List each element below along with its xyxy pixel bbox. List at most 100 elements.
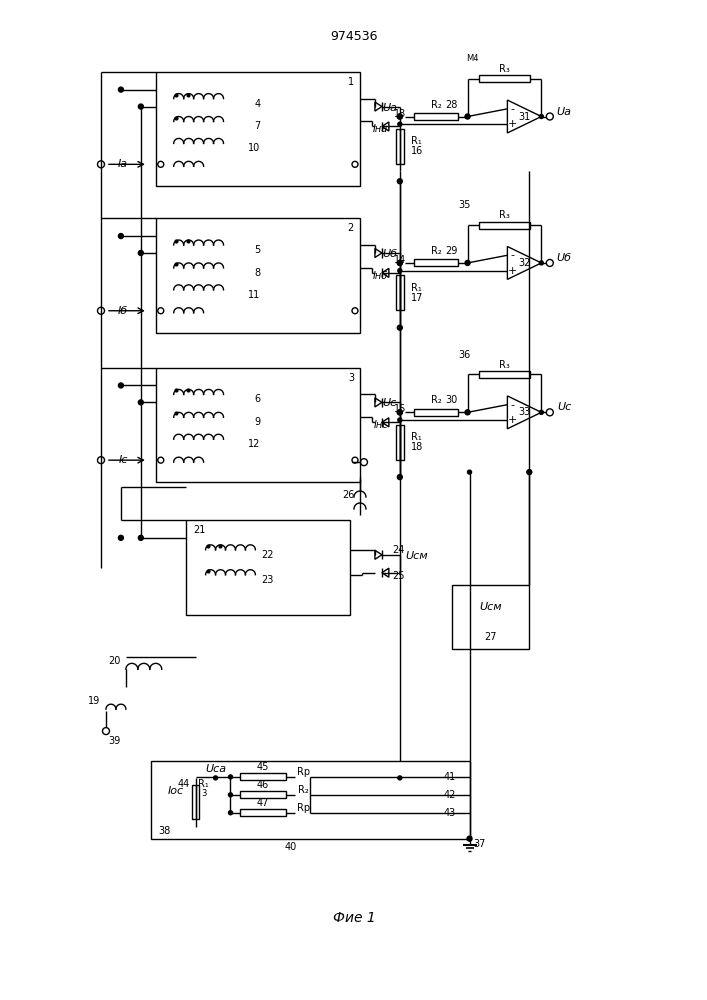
Text: 974536: 974536 xyxy=(330,30,378,43)
Bar xyxy=(414,259,458,266)
Text: Uсм: Uсм xyxy=(405,551,428,561)
Text: R₁: R₁ xyxy=(411,283,421,293)
Text: 30: 30 xyxy=(445,395,457,405)
Circle shape xyxy=(398,776,402,780)
Circle shape xyxy=(539,261,544,265)
Text: 4: 4 xyxy=(255,99,260,109)
Polygon shape xyxy=(508,100,542,133)
Text: Rp: Rp xyxy=(297,803,310,813)
Text: Uа: Uа xyxy=(382,103,397,113)
Text: 43: 43 xyxy=(443,808,456,818)
Polygon shape xyxy=(382,268,389,277)
Circle shape xyxy=(139,250,144,255)
Text: +: + xyxy=(508,266,517,276)
Bar xyxy=(479,371,530,378)
Circle shape xyxy=(119,87,124,92)
Text: Uсм: Uсм xyxy=(479,602,502,612)
Text: 24: 24 xyxy=(392,545,404,555)
Circle shape xyxy=(398,418,402,422)
Circle shape xyxy=(228,793,233,797)
Circle shape xyxy=(228,811,233,815)
Polygon shape xyxy=(382,418,389,427)
Circle shape xyxy=(139,104,144,109)
Text: 29: 29 xyxy=(445,246,457,256)
Polygon shape xyxy=(375,102,382,111)
Text: 12: 12 xyxy=(248,439,261,449)
Text: Uсa: Uсa xyxy=(205,764,226,774)
Circle shape xyxy=(539,115,544,119)
Text: Iнб: Iнб xyxy=(373,271,388,281)
Circle shape xyxy=(139,400,144,405)
Text: R₃: R₃ xyxy=(499,64,510,74)
Text: R₃: R₃ xyxy=(499,210,510,220)
Circle shape xyxy=(465,410,469,414)
Text: Iос: Iос xyxy=(168,786,184,796)
Bar xyxy=(414,113,458,120)
Text: 5: 5 xyxy=(255,245,260,255)
Text: 45: 45 xyxy=(257,762,269,772)
Circle shape xyxy=(228,775,233,779)
Text: 37: 37 xyxy=(473,839,486,849)
Text: 46: 46 xyxy=(257,780,269,790)
Circle shape xyxy=(397,179,402,184)
Polygon shape xyxy=(375,248,382,258)
Text: R₁: R₁ xyxy=(198,779,209,789)
Bar xyxy=(186,520,350,615)
Text: 28: 28 xyxy=(445,100,457,110)
Text: 23: 23 xyxy=(261,575,274,585)
Text: Iнa: Iнa xyxy=(373,124,388,134)
Bar xyxy=(396,129,404,164)
Circle shape xyxy=(397,260,402,265)
Circle shape xyxy=(397,325,402,330)
Text: M4: M4 xyxy=(467,54,479,63)
Text: 36: 36 xyxy=(458,350,471,360)
Text: R₂: R₂ xyxy=(431,100,442,110)
Bar xyxy=(151,761,469,839)
Text: 35: 35 xyxy=(458,200,471,210)
Bar xyxy=(240,809,286,816)
Text: R₁: R₁ xyxy=(411,432,421,442)
Text: 9: 9 xyxy=(255,417,260,427)
Text: 14: 14 xyxy=(394,255,406,265)
Circle shape xyxy=(467,470,472,474)
Circle shape xyxy=(467,836,472,841)
Text: Rp: Rp xyxy=(297,767,310,777)
Text: Фие 1: Фие 1 xyxy=(332,911,375,925)
Polygon shape xyxy=(382,122,389,131)
Polygon shape xyxy=(508,246,542,279)
Text: 22: 22 xyxy=(261,550,274,560)
Polygon shape xyxy=(382,568,389,577)
Text: R₃: R₃ xyxy=(499,360,510,370)
Circle shape xyxy=(214,776,218,780)
Text: Uс: Uс xyxy=(382,398,397,408)
Circle shape xyxy=(398,269,402,273)
Circle shape xyxy=(465,261,469,265)
Text: 18: 18 xyxy=(411,442,423,452)
Text: 32: 32 xyxy=(518,258,530,268)
Bar xyxy=(240,773,286,780)
Circle shape xyxy=(539,410,544,414)
Text: 3: 3 xyxy=(348,373,354,383)
Text: Iнс: Iнс xyxy=(373,420,388,430)
Circle shape xyxy=(119,535,124,540)
Text: Uб: Uб xyxy=(382,249,397,259)
Text: R₁: R₁ xyxy=(411,136,421,146)
Bar xyxy=(396,425,404,460)
Text: -: - xyxy=(510,400,515,410)
Circle shape xyxy=(119,234,124,239)
Bar xyxy=(479,222,530,229)
Text: 33: 33 xyxy=(518,407,530,417)
Polygon shape xyxy=(375,398,382,407)
Text: 20: 20 xyxy=(107,656,120,666)
Text: 15: 15 xyxy=(394,404,407,414)
Polygon shape xyxy=(375,550,382,559)
Circle shape xyxy=(397,260,402,265)
Bar xyxy=(240,791,286,798)
Text: 41: 41 xyxy=(443,772,456,782)
Text: +: + xyxy=(508,119,517,129)
Circle shape xyxy=(527,470,532,475)
Text: 7: 7 xyxy=(255,121,260,131)
Text: R₂: R₂ xyxy=(431,246,442,256)
Text: R₂: R₂ xyxy=(431,395,442,405)
Text: 26: 26 xyxy=(341,490,354,500)
